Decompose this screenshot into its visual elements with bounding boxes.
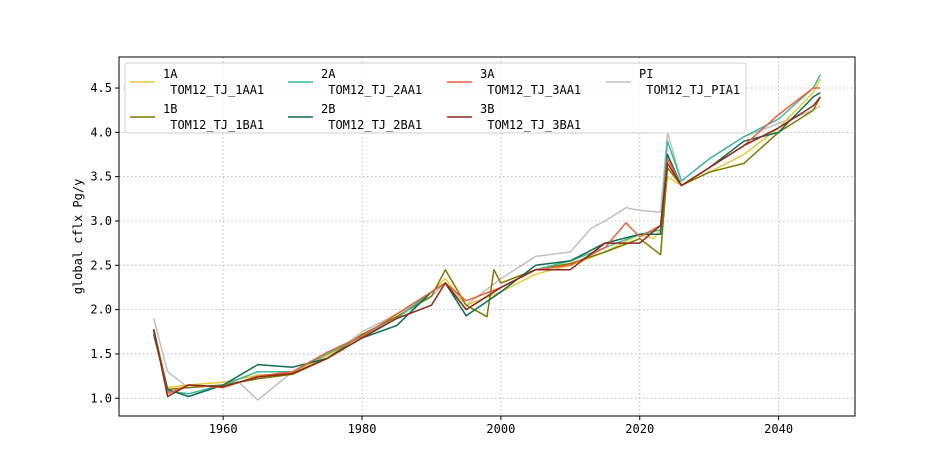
- y-tick-label: 2.5: [90, 258, 112, 272]
- y-tick-label: 3.0: [90, 214, 112, 228]
- y-tick-label: 2.0: [90, 303, 112, 317]
- grid: [119, 57, 855, 416]
- y-tick-label: 1.5: [90, 347, 112, 361]
- legend-label-0: 1A TOM12_TJ_1AA1: [163, 67, 264, 97]
- legend-box: [124, 62, 747, 134]
- y-tick-label: 3.5: [90, 170, 112, 184]
- legend-label-1: 1B TOM12_TJ_1BA1: [163, 102, 264, 132]
- legend-label-2: 2A TOM12_TJ_2AA1: [321, 67, 422, 97]
- plot-frame: [118, 56, 856, 417]
- x-tick-label: 1980: [348, 422, 377, 436]
- y-tick-label: 4.5: [90, 81, 112, 95]
- series-line-1: [152, 96, 821, 391]
- series-group: [152, 74, 821, 401]
- legend-label-6: PI TOM12_TJ_PIA1: [639, 67, 740, 97]
- legend-label-4: 3A TOM12_TJ_3AA1: [480, 67, 581, 97]
- x-tick-label: 2040: [764, 422, 793, 436]
- y-axis-label: global cflx Pg/y: [71, 179, 85, 295]
- y-axis: 1.0 1.5 2.0 2.5 3.0 3.5 4.0 4.5: [90, 81, 119, 405]
- x-tick-label: 2000: [486, 422, 515, 436]
- series-line-5: [152, 96, 821, 398]
- y-tick-label: 4.0: [90, 125, 112, 139]
- y-tick-label: 1.0: [90, 391, 112, 405]
- legend-label-5: 3B TOM12_TJ_3BA1: [480, 102, 581, 132]
- legend-label-3: 2B TOM12_TJ_2BA1: [321, 102, 422, 132]
- x-tick-label: 2020: [625, 422, 654, 436]
- x-tick-label: 1960: [209, 422, 238, 436]
- x-axis: 1960 1980 2000 2020 2040: [209, 416, 793, 436]
- legend: 1A TOM12_TJ_1AA1 2A TOM12_TJ_2AA1 3A TOM12…: [124, 62, 747, 134]
